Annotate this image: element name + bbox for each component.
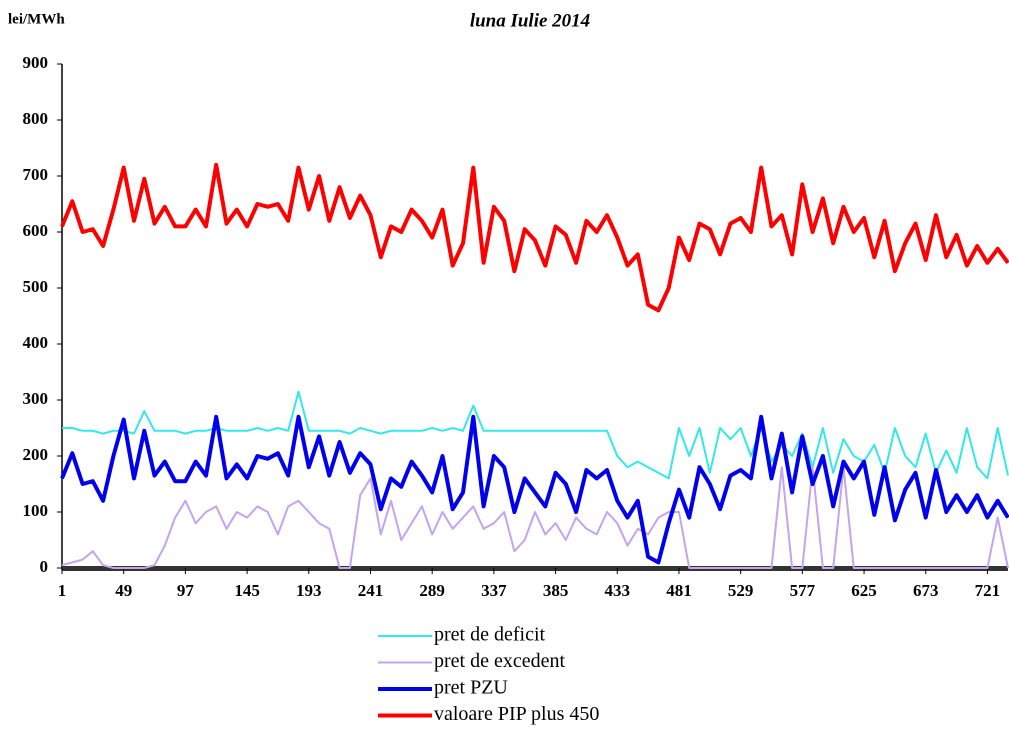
series-line	[61, 466, 1009, 569]
x-tick-label: 577	[790, 581, 816, 600]
x-tick-label: 481	[666, 581, 692, 600]
x-tick-label: 625	[851, 581, 877, 600]
x-tick-label: 385	[543, 581, 569, 600]
x-tick-label: 97	[177, 581, 195, 600]
legend-label: pret de excedent	[434, 650, 565, 672]
y-tick-label: 700	[23, 165, 49, 184]
y-tick-label: 200	[23, 445, 49, 464]
x-tick-label: 433	[605, 581, 631, 600]
series-line	[60, 414, 1009, 565]
x-tick-label: 673	[913, 581, 939, 600]
legend-label: valoare PIP plus 450	[434, 703, 599, 725]
x-tick-label: 1	[58, 581, 67, 600]
y-tick-label: 300	[23, 389, 49, 408]
x-tick-label: 289	[419, 581, 445, 600]
x-tick-label: 337	[481, 581, 507, 600]
legend-label: pret PZU	[434, 677, 508, 699]
series-line	[60, 162, 1009, 313]
y-tick-label: 900	[23, 53, 49, 72]
chart-title: luna Iulie 2014	[470, 10, 590, 31]
y-axis-label: lei/MWh	[8, 11, 65, 27]
x-tick-label: 529	[728, 581, 754, 600]
x-tick-label: 49	[115, 581, 132, 600]
y-tick-label: 500	[23, 277, 49, 296]
x-tick-label: 241	[358, 581, 384, 600]
legend-label: pret de deficit	[434, 624, 545, 646]
y-tick-label: 800	[23, 109, 49, 128]
y-tick-label: 0	[40, 557, 49, 576]
x-tick-label: 721	[975, 581, 1001, 600]
y-tick-label: 400	[23, 333, 49, 352]
x-tick-label: 193	[296, 581, 322, 600]
y-tick-label: 600	[23, 221, 49, 240]
y-tick-label: 100	[23, 501, 49, 520]
x-tick-label: 145	[234, 581, 260, 600]
x-axis	[62, 566, 1008, 571]
